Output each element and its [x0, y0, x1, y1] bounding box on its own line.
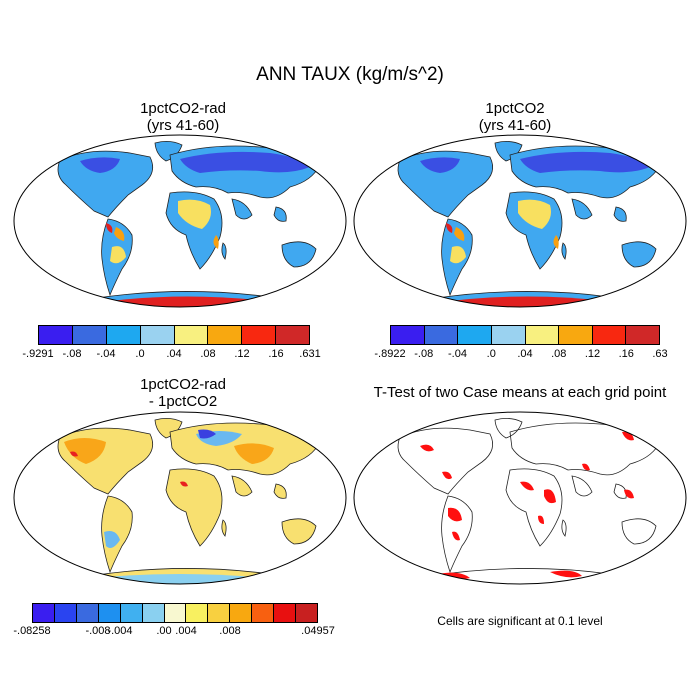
colorbar-tick-label: .16	[618, 348, 634, 360]
panel-2-colorbar	[390, 325, 660, 345]
colorbar-swatch	[274, 604, 297, 622]
colorbar-swatch	[230, 604, 253, 622]
colorbar-tick-label: .04	[517, 348, 533, 360]
colorbar-tick-label: .631	[299, 348, 321, 360]
colorbar-swatch	[98, 604, 121, 622]
colorbar-tick-label: -.04	[96, 348, 116, 360]
colorbar-swatch	[120, 604, 143, 622]
colorbar-swatch	[626, 326, 659, 344]
colorbar-swatch	[525, 326, 560, 344]
colorbar-tick-label: .04	[166, 348, 182, 360]
colorbar-tick-label: .12	[234, 348, 250, 360]
colorbar-tick-label: .04957	[301, 625, 335, 637]
colorbar-swatch	[164, 604, 187, 622]
colorbar-tick-label: .08	[200, 348, 216, 360]
panel-2-map	[353, 134, 687, 308]
colorbar-swatch	[491, 326, 526, 344]
colorbar-swatch	[142, 604, 165, 622]
panel-3-map	[13, 411, 347, 585]
panel-1-map	[13, 134, 347, 308]
colorbar-tick-label: -.008	[85, 625, 111, 637]
colorbar-swatch	[39, 326, 73, 344]
colorbar-swatch	[208, 326, 243, 344]
colorbar-tick-label: -.08	[62, 348, 82, 360]
panel-1-title: 1pctCO2-rad (yrs 41-60)	[140, 100, 226, 134]
colorbar-tick-label: .12	[584, 348, 601, 360]
colorbar-swatch	[140, 326, 175, 344]
colorbar-swatch	[252, 604, 275, 622]
colorbar-swatch	[391, 326, 425, 344]
colorbar-swatch	[54, 604, 77, 622]
colorbar-swatch	[458, 326, 492, 344]
colorbar-tick-label: -.04	[448, 348, 467, 360]
colorbar-swatch	[296, 604, 317, 622]
colorbar-tick-label: -.8922	[374, 348, 406, 360]
colorbar-swatch	[208, 604, 231, 622]
colorbar-tick-label: -.004	[107, 625, 133, 637]
panel-1-colorbar	[38, 325, 310, 345]
colorbar-swatch	[174, 326, 209, 344]
colorbar-tick-label: .63	[652, 348, 668, 360]
significance-note: Cells are significant at 0.1 level	[437, 614, 603, 628]
panel-3-colorbar-labels: -.08258 -.008 -.004 .00.004 .008 .04957	[13, 625, 334, 639]
panel-3-title: 1pctCO2-rad - 1pctCO2	[140, 376, 226, 410]
colorbar-tick-label: .00	[156, 625, 172, 637]
colorbar-tick-label: .008	[219, 625, 241, 637]
colorbar-swatch	[76, 604, 99, 622]
panel-4-map	[353, 411, 687, 585]
colorbar-swatch	[33, 604, 55, 622]
panel-1-colorbar-labels: -.9291 -.08 -.04 .0 .04 .08 .12 .16 .631	[22, 348, 320, 362]
panel-2-title: 1pctCO2 (yrs 41-60)	[478, 100, 552, 134]
colorbar-tick-label: .0	[135, 348, 145, 360]
figure-title: ANN TAUX (kg/m/s^2)	[256, 64, 444, 85]
colorbar-swatch	[106, 326, 141, 344]
colorbar-tick-label: .0	[486, 348, 496, 360]
colorbar-swatch	[592, 326, 627, 344]
colorbar-tick-label: -.08	[414, 348, 434, 360]
colorbar-swatch	[186, 604, 209, 622]
panel-3-colorbar	[32, 603, 318, 623]
colorbar-tick-label: -.08258	[13, 625, 51, 637]
colorbar-swatch	[276, 326, 309, 344]
colorbar-tick-label: .004	[175, 625, 197, 637]
colorbar-swatch	[424, 326, 459, 344]
colorbar-swatch	[72, 326, 107, 344]
colorbar-tick-label: .16	[268, 348, 284, 360]
colorbar-swatch	[242, 326, 277, 344]
colorbar-tick-label: .08	[551, 348, 567, 360]
panel-4-title: T-Test of two Case means at each grid po…	[373, 384, 667, 401]
panel-2-colorbar-labels: -.8922 -.08 -.04 .0 .04 .08 .12 .16 .63	[374, 348, 667, 362]
colorbar-swatch	[559, 326, 593, 344]
colorbar-tick-label: -.9291	[22, 348, 54, 360]
